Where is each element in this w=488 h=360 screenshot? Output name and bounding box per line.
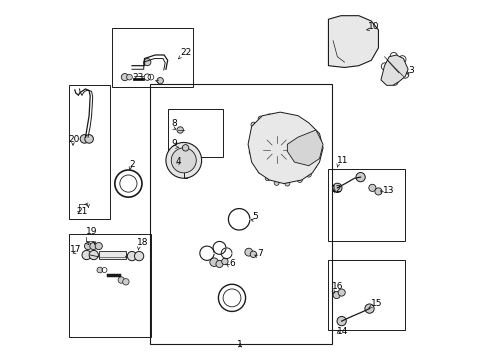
Text: 7: 7 bbox=[257, 249, 263, 258]
Circle shape bbox=[270, 143, 283, 156]
Polygon shape bbox=[287, 130, 323, 166]
Bar bbox=[149, 84, 331, 344]
Text: 19: 19 bbox=[85, 227, 97, 236]
Circle shape bbox=[305, 172, 311, 177]
Circle shape bbox=[350, 56, 359, 64]
Text: 13: 13 bbox=[382, 186, 393, 195]
Bar bbox=[69, 85, 110, 219]
Text: 2: 2 bbox=[129, 159, 135, 168]
Circle shape bbox=[297, 177, 302, 183]
Circle shape bbox=[89, 250, 98, 260]
Circle shape bbox=[263, 136, 290, 163]
Circle shape bbox=[182, 145, 188, 151]
Bar bbox=[328, 260, 405, 330]
Text: 16: 16 bbox=[331, 283, 343, 292]
Circle shape bbox=[304, 133, 309, 138]
Circle shape bbox=[311, 163, 316, 168]
Circle shape bbox=[165, 143, 201, 178]
Circle shape bbox=[337, 289, 345, 296]
Circle shape bbox=[355, 172, 365, 182]
Circle shape bbox=[250, 251, 256, 257]
Circle shape bbox=[95, 243, 102, 249]
Circle shape bbox=[277, 115, 282, 120]
Circle shape bbox=[309, 142, 314, 147]
Polygon shape bbox=[328, 16, 378, 67]
Circle shape bbox=[288, 118, 293, 123]
Circle shape bbox=[97, 267, 102, 273]
Circle shape bbox=[127, 251, 136, 261]
Circle shape bbox=[332, 183, 341, 193]
Circle shape bbox=[252, 159, 257, 165]
Circle shape bbox=[285, 181, 289, 186]
Circle shape bbox=[244, 248, 252, 256]
Text: 8: 8 bbox=[171, 119, 177, 128]
Circle shape bbox=[171, 148, 196, 173]
Circle shape bbox=[401, 71, 408, 78]
Circle shape bbox=[118, 277, 124, 283]
Bar bbox=[328, 169, 405, 241]
Bar bbox=[69, 234, 151, 337]
Circle shape bbox=[84, 243, 91, 249]
Circle shape bbox=[248, 150, 254, 155]
Circle shape bbox=[250, 122, 255, 127]
Circle shape bbox=[126, 74, 132, 80]
Text: 14: 14 bbox=[336, 328, 347, 337]
Text: 10: 10 bbox=[367, 22, 379, 31]
Text: 4: 4 bbox=[176, 157, 181, 166]
Circle shape bbox=[257, 130, 296, 169]
Circle shape bbox=[221, 258, 227, 265]
Circle shape bbox=[80, 135, 88, 143]
Circle shape bbox=[122, 279, 129, 285]
Circle shape bbox=[134, 251, 143, 261]
Polygon shape bbox=[380, 55, 407, 85]
Circle shape bbox=[374, 188, 381, 195]
Circle shape bbox=[84, 135, 93, 143]
Text: 3: 3 bbox=[407, 66, 413, 75]
Text: 22: 22 bbox=[180, 49, 191, 58]
Text: 17: 17 bbox=[69, 245, 81, 254]
Circle shape bbox=[332, 292, 340, 298]
Circle shape bbox=[333, 40, 342, 49]
Circle shape bbox=[274, 180, 279, 185]
Circle shape bbox=[390, 78, 397, 85]
Circle shape bbox=[258, 116, 263, 121]
Circle shape bbox=[82, 250, 91, 260]
Text: 11: 11 bbox=[336, 156, 347, 165]
Text: 9: 9 bbox=[171, 139, 177, 148]
Circle shape bbox=[248, 138, 254, 143]
Circle shape bbox=[364, 304, 373, 313]
Bar bbox=[99, 251, 125, 258]
Circle shape bbox=[250, 129, 255, 134]
Circle shape bbox=[266, 114, 271, 119]
Circle shape bbox=[368, 184, 375, 192]
Text: 18: 18 bbox=[136, 238, 148, 247]
Text: 5: 5 bbox=[252, 212, 258, 221]
Text: 21: 21 bbox=[77, 207, 88, 216]
Circle shape bbox=[177, 127, 183, 133]
Circle shape bbox=[336, 316, 346, 326]
Text: 6: 6 bbox=[229, 258, 235, 267]
Circle shape bbox=[313, 153, 318, 157]
Polygon shape bbox=[247, 112, 323, 184]
Circle shape bbox=[258, 168, 263, 174]
Circle shape bbox=[216, 260, 223, 267]
Text: 23: 23 bbox=[132, 73, 143, 82]
Circle shape bbox=[389, 53, 397, 60]
Bar bbox=[112, 28, 192, 87]
Circle shape bbox=[381, 63, 387, 70]
Circle shape bbox=[143, 59, 151, 66]
Text: 12: 12 bbox=[330, 185, 342, 194]
Circle shape bbox=[398, 56, 405, 63]
Text: 1: 1 bbox=[237, 340, 243, 349]
Text: 20: 20 bbox=[69, 135, 80, 144]
Circle shape bbox=[121, 73, 128, 81]
Circle shape bbox=[90, 243, 97, 249]
Circle shape bbox=[297, 125, 302, 130]
Text: 15: 15 bbox=[370, 298, 381, 307]
Circle shape bbox=[264, 176, 270, 181]
Bar bbox=[167, 109, 223, 157]
Circle shape bbox=[209, 258, 218, 266]
Circle shape bbox=[157, 77, 163, 84]
